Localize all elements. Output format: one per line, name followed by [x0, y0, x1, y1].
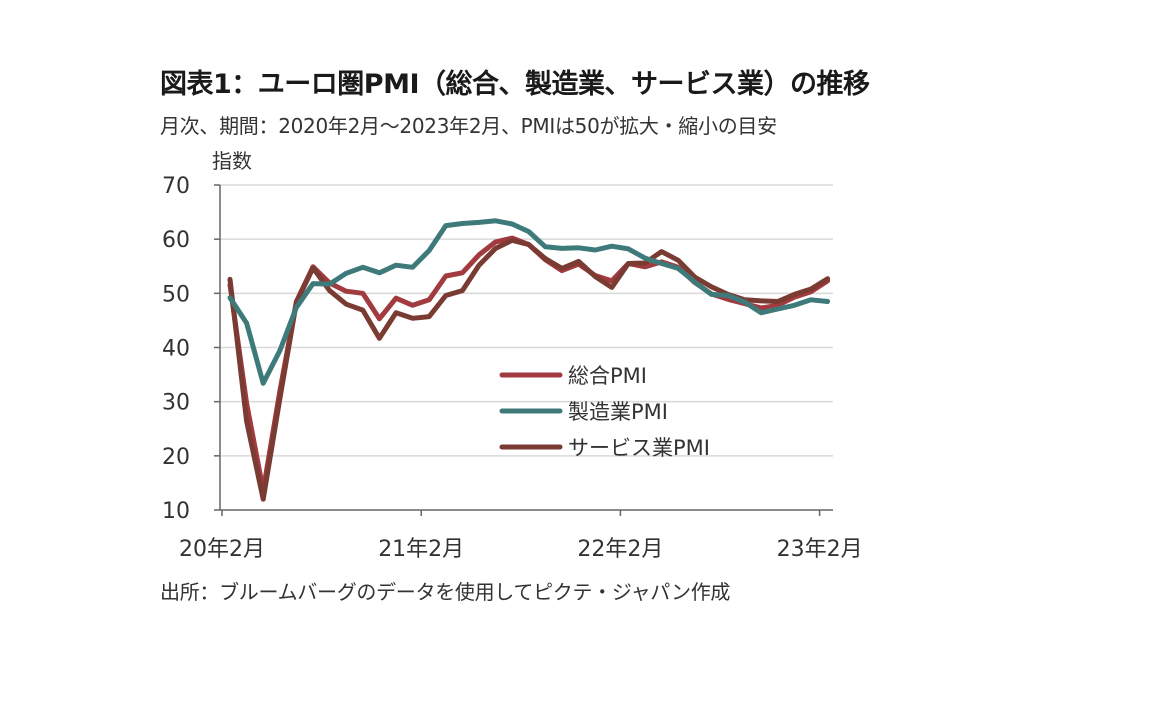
series-line-2 [227, 237, 831, 502]
y-tick-label: 30 [162, 391, 190, 416]
legend: 総合PMI 製造業PMI サービス業PMI [499, 364, 710, 460]
y-axis-label: 指数 [212, 149, 252, 173]
y-tick-label: 10 [162, 499, 190, 524]
page-title: 図表1：ユーロ圏PMI（総合、製造業、サービス業）の推移 [160, 69, 870, 100]
y-tick-label: 50 [162, 282, 190, 307]
legend-label-2: サービス業PMI [568, 436, 710, 460]
y-tick-label: 60 [162, 228, 190, 253]
y-tick-labels: 70 60 50 40 30 20 10 [162, 174, 190, 524]
series-line-1 [227, 218, 831, 386]
axes [214, 184, 833, 516]
x-tick-label: 23年2月 [777, 537, 863, 562]
x-tick-labels: 20年2月 21年2月 22年2月 23年2月 [179, 537, 863, 562]
chart-subtitle: 月次、期間：2020年2月～2023年2月、PMIは50が拡大・縮小の目安 [160, 114, 777, 138]
legend-label-1: 製造業PMI [568, 400, 668, 424]
series-lines [227, 218, 831, 502]
x-tick-label: 21年2月 [378, 537, 464, 562]
y-tick-label: 40 [162, 337, 190, 362]
source-note: 出所：ブルームバーグのデータを使用してピクテ・ジャパン作成 [160, 580, 731, 604]
x-tick-label: 22年2月 [577, 537, 663, 562]
x-tick-label: 20年2月 [179, 537, 265, 562]
y-tick-label: 70 [162, 174, 190, 199]
legend-label-0: 総合PMI [568, 364, 647, 388]
grid-lines [220, 184, 833, 457]
y-tick-label: 20 [162, 445, 190, 470]
